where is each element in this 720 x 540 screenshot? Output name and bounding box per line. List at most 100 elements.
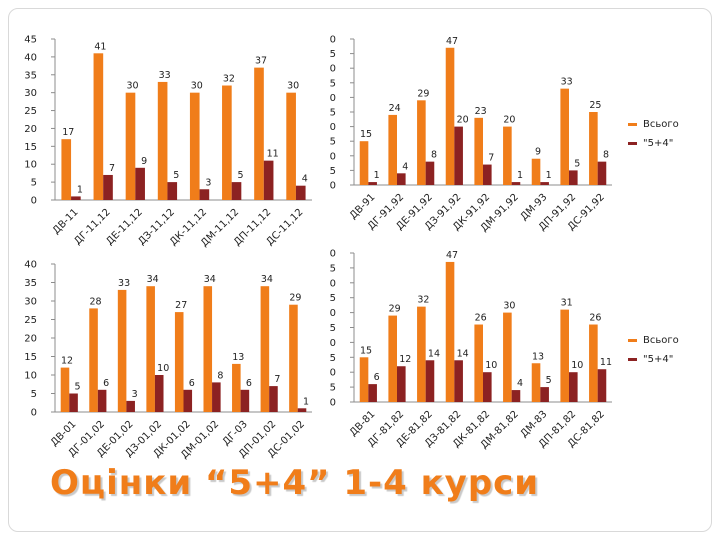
data-label-total: 27 <box>175 300 187 311</box>
bar-good <box>425 360 435 402</box>
data-label-total: 41 <box>94 41 106 52</box>
chart-year1: 051015202530354045171ДВ-11417ДГ-11,12309… <box>24 35 312 249</box>
data-label-good: 4 <box>517 378 523 389</box>
bar-total <box>289 304 298 412</box>
y-tick-label: 35 <box>330 78 336 89</box>
bar-total <box>531 363 541 402</box>
y-tick-label: 25 <box>330 108 336 119</box>
data-label-total: 32 <box>223 74 235 85</box>
y-tick-label: 10 <box>330 368 336 379</box>
y-tick-label: 45 <box>330 263 336 274</box>
data-label-good: 8 <box>217 370 223 381</box>
y-tick-label: 0 <box>31 196 37 207</box>
bar-total <box>125 92 136 200</box>
y-tick-label: 0 <box>330 181 336 192</box>
y-tick-label: 20 <box>24 334 37 345</box>
y-tick-label: 10 <box>24 371 37 382</box>
y-tick-label: 0 <box>330 398 336 409</box>
data-label-total: 34 <box>261 274 273 285</box>
y-tick-label: 5 <box>31 389 37 400</box>
y-tick-label: 40 <box>24 52 37 63</box>
bar-total <box>503 126 512 185</box>
bar-total <box>503 312 512 402</box>
bar-good <box>511 390 521 402</box>
data-label-total: 26 <box>589 313 601 324</box>
data-label-total: 33 <box>561 77 573 88</box>
chart-year2: 05101520253035404550151ДВ-91244ДГ-91,922… <box>330 35 612 234</box>
chart-year3: 0510152025303540125ДВ-01286ДГ-01,02333ДЕ… <box>24 260 312 461</box>
bar-total <box>93 53 104 200</box>
legend-swatch-good <box>628 358 637 361</box>
data-label-total: 25 <box>589 100 601 111</box>
slide-title: Оцінки “5+4” 1-4 курси <box>50 463 540 503</box>
y-tick-label: 10 <box>24 160 37 171</box>
data-label-good: 7 <box>274 374 280 385</box>
bar-total <box>359 357 369 402</box>
y-tick-label: 35 <box>24 70 37 81</box>
data-label-total: 9 <box>535 147 541 158</box>
bar-good <box>71 196 81 200</box>
legend-bottom: Всього "5+4" <box>628 335 679 373</box>
bar-good <box>212 382 221 412</box>
bar-good <box>135 167 145 200</box>
data-label-good: 11 <box>267 149 279 160</box>
bar-good <box>597 161 607 185</box>
data-label-good: 10 <box>485 360 497 371</box>
bar-total <box>388 114 397 185</box>
y-tick-label: 35 <box>24 278 37 289</box>
bar-total <box>260 286 270 412</box>
y-tick-label: 50 <box>330 249 336 260</box>
data-label-total: 47 <box>446 250 458 261</box>
legend-label-good: "5+4" <box>643 138 674 149</box>
y-tick-label: 30 <box>24 88 37 99</box>
bar-good <box>103 174 113 200</box>
data-label-total: 12 <box>61 356 73 367</box>
y-tick-label: 20 <box>330 122 336 133</box>
data-label-good: 7 <box>109 163 115 174</box>
bar-total <box>232 363 241 412</box>
bar-total <box>531 158 541 185</box>
data-label-total: 20 <box>503 115 515 126</box>
bar-good <box>368 384 377 402</box>
bar-good <box>397 366 406 402</box>
data-label-total: 30 <box>503 301 515 312</box>
data-label-good: 4 <box>302 174 308 185</box>
bar-good <box>483 372 492 402</box>
y-tick-label: 45 <box>330 49 336 60</box>
y-tick-label: 45 <box>24 35 37 46</box>
bar-good <box>454 126 463 185</box>
y-tick-label: 40 <box>330 278 336 289</box>
y-tick-label: 25 <box>24 106 37 117</box>
chart-year4: 05101520253035404550156ДВ-812912ДГ-81,82… <box>330 249 612 452</box>
y-tick-label: 30 <box>24 297 37 308</box>
data-label-good: 6 <box>103 378 109 389</box>
data-label-total: 33 <box>159 70 171 81</box>
data-label-total: 17 <box>62 127 74 138</box>
bar-total <box>417 100 426 185</box>
data-label-good: 5 <box>546 375 552 386</box>
data-label-good: 11 <box>600 357 612 368</box>
data-label-good: 5 <box>75 382 81 393</box>
y-tick-label: 5 <box>330 166 336 177</box>
data-label-total: 29 <box>389 304 401 315</box>
legend-label-good: "5+4" <box>643 354 674 365</box>
data-label-total: 24 <box>389 103 401 114</box>
y-tick-label: 25 <box>330 323 336 334</box>
bar-total <box>61 139 72 200</box>
bar-good <box>511 182 521 185</box>
bar-good <box>454 360 463 402</box>
y-tick-label: 35 <box>330 293 336 304</box>
data-label-good: 10 <box>157 363 169 374</box>
data-label-total: 13 <box>232 352 244 363</box>
y-tick-label: 5 <box>31 178 37 189</box>
bar-good <box>597 369 607 402</box>
y-tick-label: 10 <box>330 151 336 162</box>
y-tick-label: 15 <box>24 142 37 153</box>
y-tick-label: 15 <box>24 352 37 363</box>
bar-total <box>417 306 426 402</box>
bar-total <box>474 324 483 402</box>
bar-good <box>425 161 435 185</box>
bar-total <box>189 92 200 200</box>
y-tick-label: 50 <box>330 35 336 46</box>
data-label-good: 20 <box>457 115 469 126</box>
